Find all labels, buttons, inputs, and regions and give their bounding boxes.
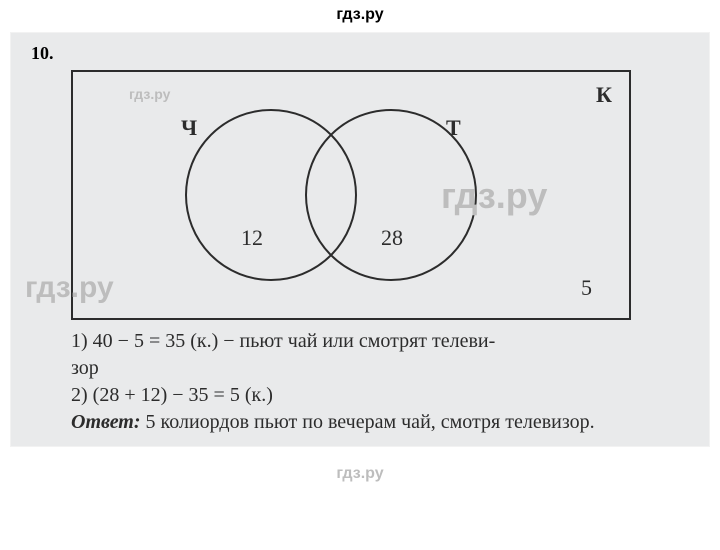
solution-block: 1) 40 − 5 = 35 (к.) − пьют чай или смотр… [71, 328, 689, 436]
set-label-right: Т [446, 115, 461, 141]
solution-line-1: 1) 40 − 5 = 35 (к.) − пьют чай или смотр… [71, 328, 689, 355]
answer-text: 5 колиордов пьют по вечерам чай, смотря … [141, 411, 595, 433]
solution-line-1a: 1) 40 − 5 = 35 (к.) − [71, 330, 240, 352]
solution-line-1b: пьют чай или смотрят телеви- [240, 330, 496, 352]
set-label-left: Ч [181, 115, 197, 141]
site-header: гдз.ру [0, 0, 720, 24]
venn-diagram: гдз.ру гдз.ру Ч Т К 12 28 5 [71, 70, 631, 320]
region-value-right-only: 28 [381, 225, 403, 251]
solution-line-1-cont: зор [71, 355, 689, 382]
solution-answer: Ответ: 5 колиордов пьют по вечерам чай, … [71, 409, 689, 436]
watermark-footer: гдз.ру [0, 465, 720, 483]
solution-line-2: 2) (28 + 12) − 35 = 5 (к.) [71, 382, 689, 409]
page-scan: 10. гдз.ру гдз.ру Ч Т К 12 28 5 гдз.ру 1… [10, 32, 710, 447]
region-value-outside: 5 [581, 275, 592, 301]
venn-circles [71, 70, 631, 320]
region-value-left-only: 12 [241, 225, 263, 251]
set-label-universe: К [596, 82, 612, 108]
problem-number: 10. [31, 43, 689, 64]
answer-label: Ответ: [71, 411, 141, 433]
